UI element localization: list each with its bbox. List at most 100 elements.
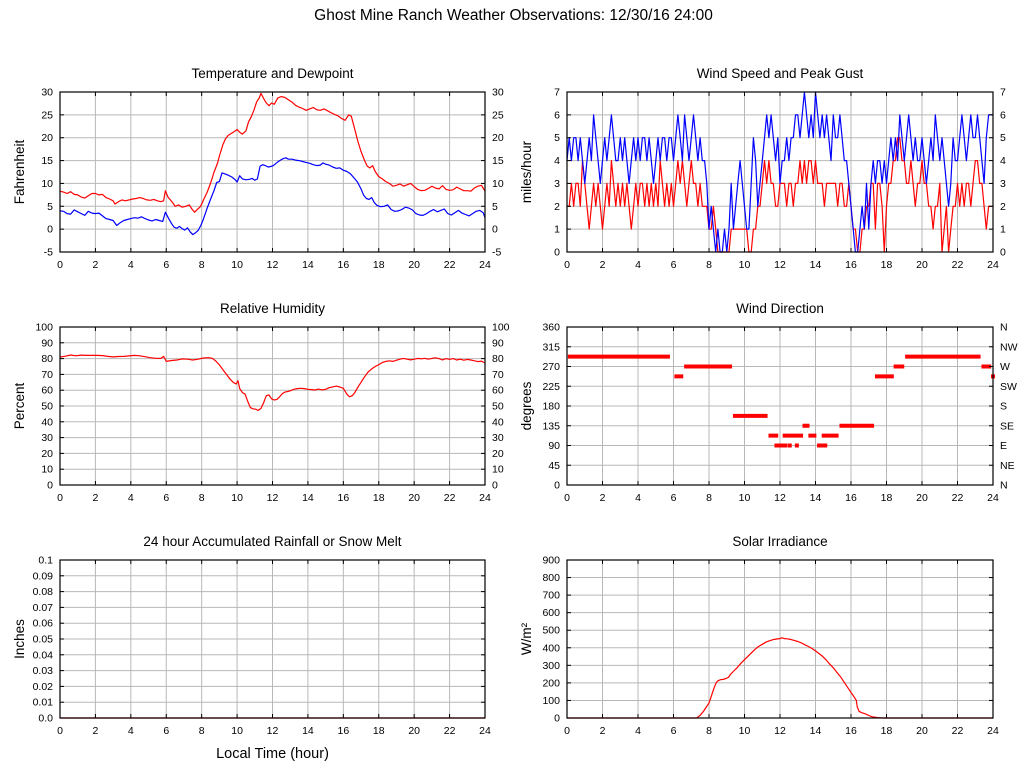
svg-text:NE: NE	[1000, 460, 1015, 472]
svg-text:24: 24	[987, 259, 999, 271]
svg-text:0: 0	[492, 224, 498, 236]
svg-text:225: 225	[542, 381, 560, 393]
svg-text:0.0: 0.0	[38, 713, 53, 725]
svg-text:6: 6	[671, 259, 677, 271]
page-title: Ghost Mine Ranch Weather Observations: 1…	[314, 7, 713, 24]
svg-text:135: 135	[542, 420, 560, 432]
svg-text:15: 15	[492, 155, 504, 167]
svg-text:10: 10	[492, 464, 504, 476]
svg-text:10: 10	[231, 725, 243, 737]
svg-text:315: 315	[542, 341, 560, 353]
svg-text:60: 60	[492, 385, 504, 397]
svg-text:0: 0	[47, 480, 53, 492]
svg-text:0.1: 0.1	[38, 555, 53, 567]
chart-wind-speed-peak-gust: 0 2 4 6 8 10 12 14 16 18 20 22 24 0 0 1 1 2 2 3 3 4 4 5 5 6 6 7 7 Win…	[514, 55, 1027, 295]
svg-text:16: 16	[845, 492, 857, 504]
svg-text:20: 20	[41, 132, 53, 144]
svg-text:0: 0	[57, 259, 63, 271]
svg-text:6: 6	[1000, 109, 1006, 121]
svg-text:8: 8	[706, 492, 712, 504]
svg-text:22: 22	[444, 492, 456, 504]
svg-text:5: 5	[554, 132, 560, 144]
svg-text:10: 10	[41, 464, 53, 476]
y-axis-label: W/m²	[519, 622, 534, 655]
svg-text:30: 30	[41, 432, 53, 444]
svg-text:10: 10	[739, 725, 751, 737]
chart-temperature-dewpoint: 0 2 4 6 8 10 12 14 16 18 20 22 24 -5 -5 0 0 5 5 10 10 15 15 20 2…	[0, 55, 513, 295]
svg-text:12: 12	[774, 492, 786, 504]
svg-text:SW: SW	[1000, 381, 1017, 393]
svg-text:90: 90	[492, 337, 504, 349]
svg-text:10: 10	[739, 492, 751, 504]
svg-text:1: 1	[554, 224, 560, 236]
svg-text:0: 0	[57, 492, 63, 504]
svg-text:25: 25	[41, 109, 53, 121]
svg-text:7: 7	[554, 87, 560, 99]
svg-text:0: 0	[564, 259, 570, 271]
svg-text:2: 2	[92, 725, 98, 737]
svg-text:24: 24	[987, 725, 999, 737]
svg-text:22: 22	[952, 259, 964, 271]
svg-text:4: 4	[554, 155, 560, 167]
svg-text:80: 80	[492, 353, 504, 365]
svg-text:24: 24	[479, 259, 491, 271]
svg-text:N: N	[1000, 480, 1008, 492]
svg-text:2: 2	[600, 492, 606, 504]
svg-text:2: 2	[92, 492, 98, 504]
svg-text:14: 14	[810, 725, 822, 737]
tick-labels: 0 2 4 6 8 10 12 14 16 18 20 22 240 01 12 23 34 45 56 67 7	[554, 87, 1006, 272]
svg-text:10: 10	[41, 178, 53, 190]
chart-relative-humidity: 0 2 4 6 8 10 12 14 16 18 20 22 24 0 0 10 10 20 20 30 30 40 40 5…	[0, 290, 513, 513]
svg-text:40: 40	[492, 416, 504, 428]
svg-text:20: 20	[916, 492, 928, 504]
tick-labels: 0 2 4 6 8 10 12 14 16 18 20 22 240100200300400500600…	[542, 555, 999, 738]
svg-text:0: 0	[564, 492, 570, 504]
svg-text:700: 700	[542, 590, 560, 602]
x-axis-label: Local Time (hour)	[216, 746, 329, 762]
svg-text:0.04: 0.04	[33, 649, 54, 661]
svg-text:4: 4	[128, 492, 134, 504]
svg-text:40: 40	[41, 416, 53, 428]
svg-text:0.07: 0.07	[33, 602, 54, 614]
svg-text:4: 4	[635, 492, 641, 504]
svg-text:8: 8	[706, 259, 712, 271]
svg-text:4: 4	[128, 725, 134, 737]
chart-title: 24 hour Accumulated Rainfall or Snow Mel…	[143, 534, 401, 549]
svg-text:22: 22	[444, 259, 456, 271]
svg-text:16: 16	[337, 259, 349, 271]
svg-text:800: 800	[542, 572, 560, 584]
tick-labels: 0 2 4 6 8 10 12 14 16 18 20 22 240.00.010.020.030.04…	[33, 555, 491, 738]
svg-text:70: 70	[41, 369, 53, 381]
svg-text:4: 4	[128, 259, 134, 271]
svg-text:22: 22	[952, 492, 964, 504]
svg-text:12: 12	[774, 725, 786, 737]
chart-title: Relative Humidity	[220, 301, 325, 316]
svg-text:20: 20	[408, 725, 420, 737]
svg-text:60: 60	[41, 385, 53, 397]
tick-marks	[566, 326, 994, 486]
tick-marks	[566, 559, 994, 719]
svg-text:50: 50	[41, 401, 53, 413]
tick-marks	[59, 91, 486, 253]
svg-text:14: 14	[302, 725, 314, 737]
svg-text:1: 1	[1000, 224, 1006, 236]
svg-text:5: 5	[1000, 132, 1006, 144]
svg-text:NW: NW	[1000, 341, 1018, 353]
svg-text:22: 22	[444, 725, 456, 737]
svg-text:0: 0	[554, 480, 560, 492]
svg-text:8: 8	[199, 725, 205, 737]
svg-text:3: 3	[554, 178, 560, 190]
svg-text:14: 14	[302, 492, 314, 504]
svg-text:16: 16	[337, 725, 349, 737]
svg-text:90: 90	[548, 440, 560, 452]
svg-text:15: 15	[41, 155, 53, 167]
chart-rainfall-snowmelt: 0 2 4 6 8 10 12 14 16 18 20 22 24 0.0 0.01 0.02 0.03 0.04…	[0, 523, 513, 772]
series-direction	[567, 354, 995, 448]
svg-text:14: 14	[810, 492, 822, 504]
svg-text:10: 10	[231, 259, 243, 271]
svg-text:10: 10	[492, 178, 504, 190]
svg-text:30: 30	[41, 87, 53, 99]
svg-text:0.03: 0.03	[33, 665, 54, 677]
svg-text:18: 18	[881, 492, 893, 504]
